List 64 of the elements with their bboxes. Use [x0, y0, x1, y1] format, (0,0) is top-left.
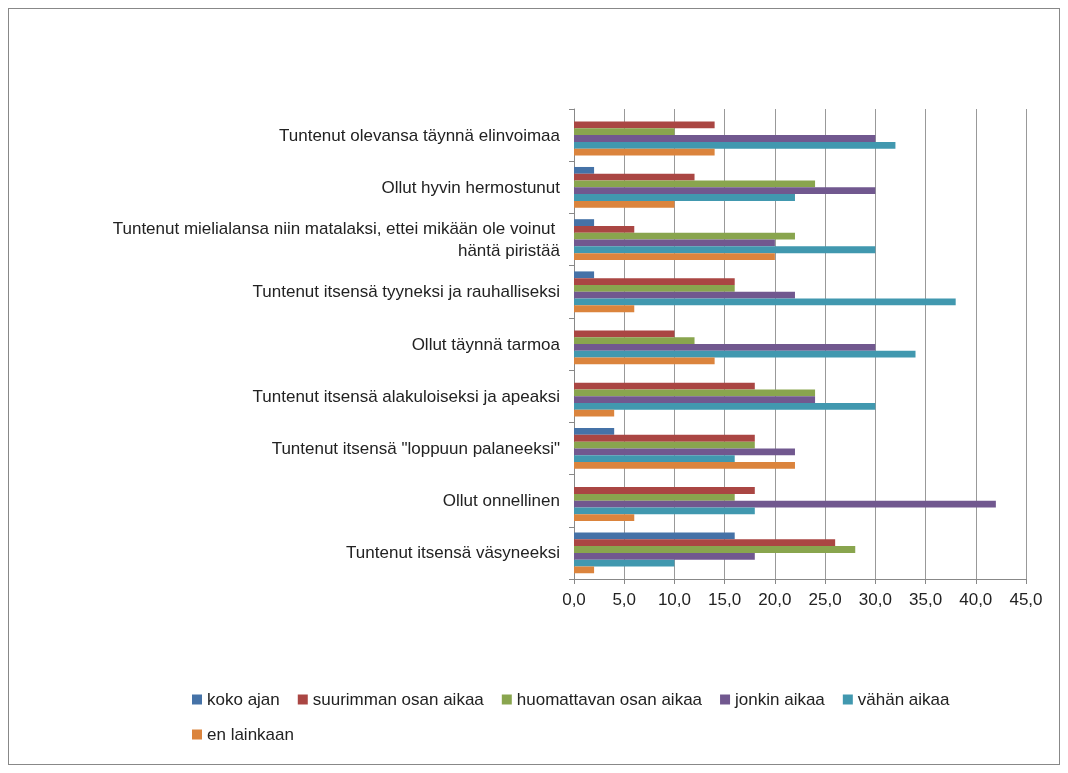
- legend-label: huomattavan osan aikaa: [516, 690, 703, 709]
- bar: [574, 566, 595, 574]
- bar: [574, 194, 795, 201]
- bar: [574, 434, 755, 442]
- bar: [574, 403, 876, 410]
- bar: [574, 487, 755, 494]
- bar: [574, 253, 775, 260]
- bar: [574, 128, 675, 136]
- bar: [574, 462, 795, 469]
- x-tick-label: 25,0: [808, 590, 842, 609]
- bar: [574, 246, 876, 254]
- bar: [574, 546, 856, 553]
- bar: [574, 166, 595, 174]
- legend-label: vähän aikaa: [857, 690, 951, 709]
- bar: [574, 141, 896, 149]
- bar: [574, 291, 795, 299]
- bar: [574, 278, 735, 285]
- bar: [574, 507, 755, 515]
- bar: [574, 200, 675, 208]
- y-tick-label: Ollut onnellinen: [442, 491, 560, 511]
- x-tick-label: 20,0: [758, 590, 792, 609]
- bar: [574, 514, 635, 522]
- bar: [574, 428, 615, 435]
- bar: [574, 284, 735, 292]
- bar: [574, 330, 675, 338]
- bar: [574, 448, 795, 456]
- x-tick-label: 0,0: [562, 590, 586, 609]
- legend-label: koko ajan: [207, 690, 280, 709]
- bar: [574, 396, 816, 404]
- bar: [574, 232, 795, 240]
- x-tick-label: 30,0: [858, 590, 892, 609]
- y-tick-label: Ollut täynnä tarmoa: [411, 334, 561, 354]
- bar: [574, 539, 836, 547]
- x-tick-label: 15,0: [708, 590, 742, 609]
- bar: [574, 187, 876, 195]
- legend-label: suurimman osan aikaa: [312, 690, 485, 709]
- bar: [574, 455, 735, 463]
- bar: [574, 337, 695, 344]
- bar: [574, 219, 595, 226]
- x-tick-label: 10,0: [657, 590, 691, 609]
- y-tick-label: Ollut hyvin hermostunut: [381, 177, 561, 197]
- bar: [574, 389, 816, 397]
- y-tick-label: Tuntenut itsensä "loppuun palaneeksi": [271, 438, 560, 458]
- y-tick-label: Tuntenut olevansa täynnä elinvoimaa: [279, 125, 561, 145]
- bar: [574, 493, 735, 501]
- y-tick-label: Tuntenut itsensä alakuloiseksi ja apeaksi: [252, 386, 560, 406]
- x-tick-label: 40,0: [959, 590, 993, 609]
- x-tick-label: 5,0: [612, 590, 637, 609]
- legend-label: en lainkaan: [207, 725, 294, 744]
- bar: [574, 350, 916, 358]
- y-tick-label: Tuntenut itsensä tyyneksi ja rauhalliseksi: [252, 282, 560, 302]
- bar: [574, 135, 876, 142]
- bar: [574, 271, 595, 279]
- y-tick-label: Tuntenut itsensä väsyneeksi: [346, 543, 560, 563]
- bar: [574, 305, 635, 313]
- bar: [574, 344, 876, 351]
- bar: [574, 225, 635, 233]
- bar: [574, 173, 695, 181]
- x-tick-label: 45,0: [1009, 590, 1043, 609]
- bar: [574, 409, 615, 417]
- x-tick-label: 35,0: [909, 590, 943, 609]
- bar: [574, 552, 755, 560]
- legend-label: jonkin aikaa: [734, 690, 826, 709]
- y-tick-label: Tuntenut mielialansa niin matalaksi, ettei mikään ole voinut häntä piristää: [112, 219, 561, 261]
